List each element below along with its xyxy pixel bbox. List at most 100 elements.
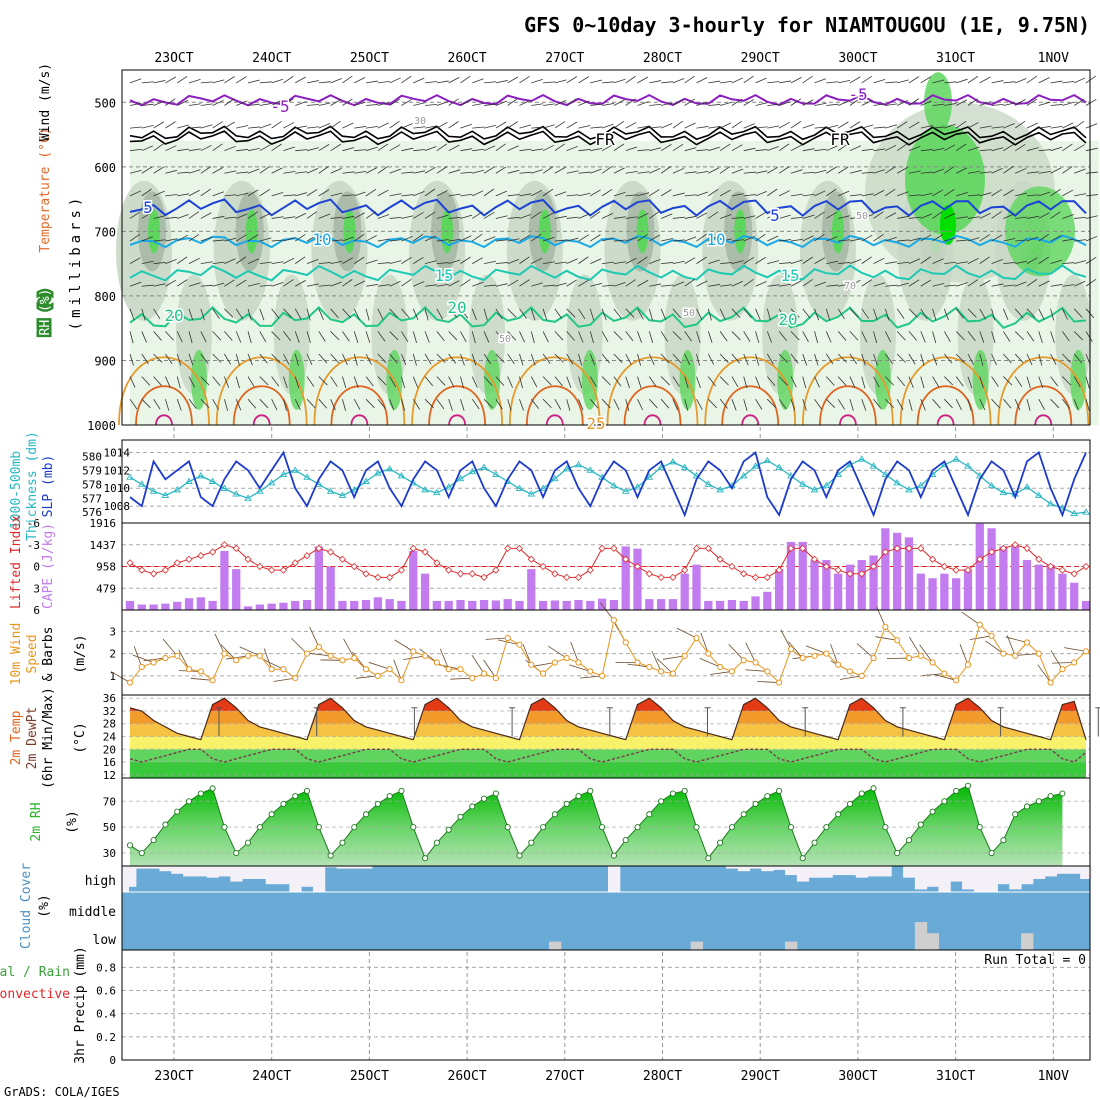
wind-barb — [1050, 398, 1060, 409]
wind-barb — [1073, 331, 1083, 341]
wind-barb — [224, 145, 236, 152]
wind-barb — [802, 148, 815, 152]
wind-speed-point — [421, 652, 429, 659]
wind-barb — [448, 331, 458, 341]
wind-speed-point — [563, 654, 570, 662]
wind-barb — [330, 331, 340, 341]
wind-speed-point — [752, 659, 759, 666]
wind-speed-point — [398, 677, 405, 684]
wind-barb — [672, 99, 684, 106]
isotherm-25 — [997, 356, 1090, 426]
wind-barb — [790, 193, 803, 197]
wind-barb — [1026, 308, 1036, 318]
wind-barb — [129, 126, 142, 129]
wind-barb — [401, 308, 410, 319]
wind-barb — [920, 125, 933, 129]
wind-barb — [472, 281, 484, 287]
wind-barb — [295, 149, 308, 152]
wind-barb — [944, 331, 951, 343]
wind-barb — [849, 399, 854, 411]
wind-barb — [932, 126, 945, 129]
wind-tick: 1 — [109, 670, 116, 683]
wind-barb — [600, 602, 615, 621]
wind-barb — [200, 166, 212, 174]
wind-barb — [613, 78, 626, 84]
wind-barb — [613, 216, 626, 219]
li-point — [327, 548, 335, 556]
isotherm-5 — [129, 198, 1087, 217]
wind-barb — [719, 353, 729, 363]
wind-barb — [389, 98, 400, 106]
wind-barb — [401, 376, 406, 389]
wind-barb — [672, 120, 683, 129]
wind-barb — [484, 284, 497, 287]
wind-barb — [837, 353, 847, 363]
wind-barb — [554, 79, 567, 84]
ylabel-thickness-a: 1000-500mb — [9, 451, 24, 529]
wind-barb — [566, 170, 579, 174]
rh-point — [764, 793, 771, 800]
wind-barb — [908, 331, 918, 341]
wind-barb — [471, 376, 478, 388]
wind-barb — [944, 212, 956, 219]
wind-barb — [767, 235, 779, 242]
wind-barb — [1003, 376, 1013, 386]
slp-line — [129, 450, 1087, 518]
cloud-level-label: high — [85, 874, 116, 889]
cape-bar — [491, 600, 501, 610]
wind-barb — [790, 238, 803, 242]
wind-barb — [873, 78, 886, 84]
thickness-point — [126, 473, 134, 480]
wind-barb — [1005, 636, 1028, 643]
wind-barb — [720, 80, 733, 84]
wind-barb — [908, 376, 914, 388]
wind-barb — [247, 353, 253, 366]
wind-barb — [389, 260, 402, 265]
li-point — [822, 562, 830, 571]
wind-barb — [1014, 353, 1024, 364]
ylabel-wind: Wind (m/s) — [38, 63, 53, 141]
li-point — [1047, 562, 1055, 571]
wind-barb — [944, 81, 957, 84]
thickness-point — [456, 474, 465, 482]
wind-barb — [696, 170, 709, 174]
wind-barb — [1085, 235, 1098, 242]
cloud-high-gap — [726, 866, 739, 869]
wind-barb — [696, 77, 708, 84]
wind-barb — [259, 353, 268, 364]
wind-barb — [661, 238, 673, 242]
wind-barb — [790, 259, 803, 265]
thickness-point — [1070, 509, 1078, 517]
wind-barb — [436, 80, 449, 84]
wind-speed-point — [362, 666, 370, 673]
wind-barb — [294, 399, 301, 411]
wind-barb — [247, 126, 261, 129]
wind-barb — [662, 655, 685, 660]
precip-frame — [121, 949, 1091, 1061]
wind-barb — [1062, 214, 1074, 219]
temp-tick: 36 — [103, 692, 116, 705]
wind-barb — [1038, 280, 1050, 287]
wind-barb — [436, 239, 449, 242]
wind-barb — [413, 102, 426, 106]
wind-speed-point — [1035, 650, 1042, 657]
wind-barb — [934, 674, 957, 681]
wind-barb — [448, 169, 461, 174]
wind-barb — [920, 171, 933, 174]
wind-barb — [212, 191, 225, 197]
li-point — [988, 548, 996, 556]
rh-point — [976, 824, 983, 831]
wind-barb — [460, 308, 469, 319]
wind-barb — [200, 331, 207, 343]
wind-barb — [778, 190, 791, 197]
wind-speed-point — [1023, 639, 1031, 646]
contour-label: FR — [830, 130, 850, 149]
wind-barb — [1026, 215, 1039, 219]
li-point — [197, 552, 205, 560]
cape-bar — [527, 569, 536, 610]
wind-barb — [519, 331, 525, 343]
wind-barb — [802, 214, 815, 219]
wind-barb — [932, 308, 937, 321]
wind-barb — [861, 193, 874, 197]
thickness-point — [385, 465, 394, 472]
